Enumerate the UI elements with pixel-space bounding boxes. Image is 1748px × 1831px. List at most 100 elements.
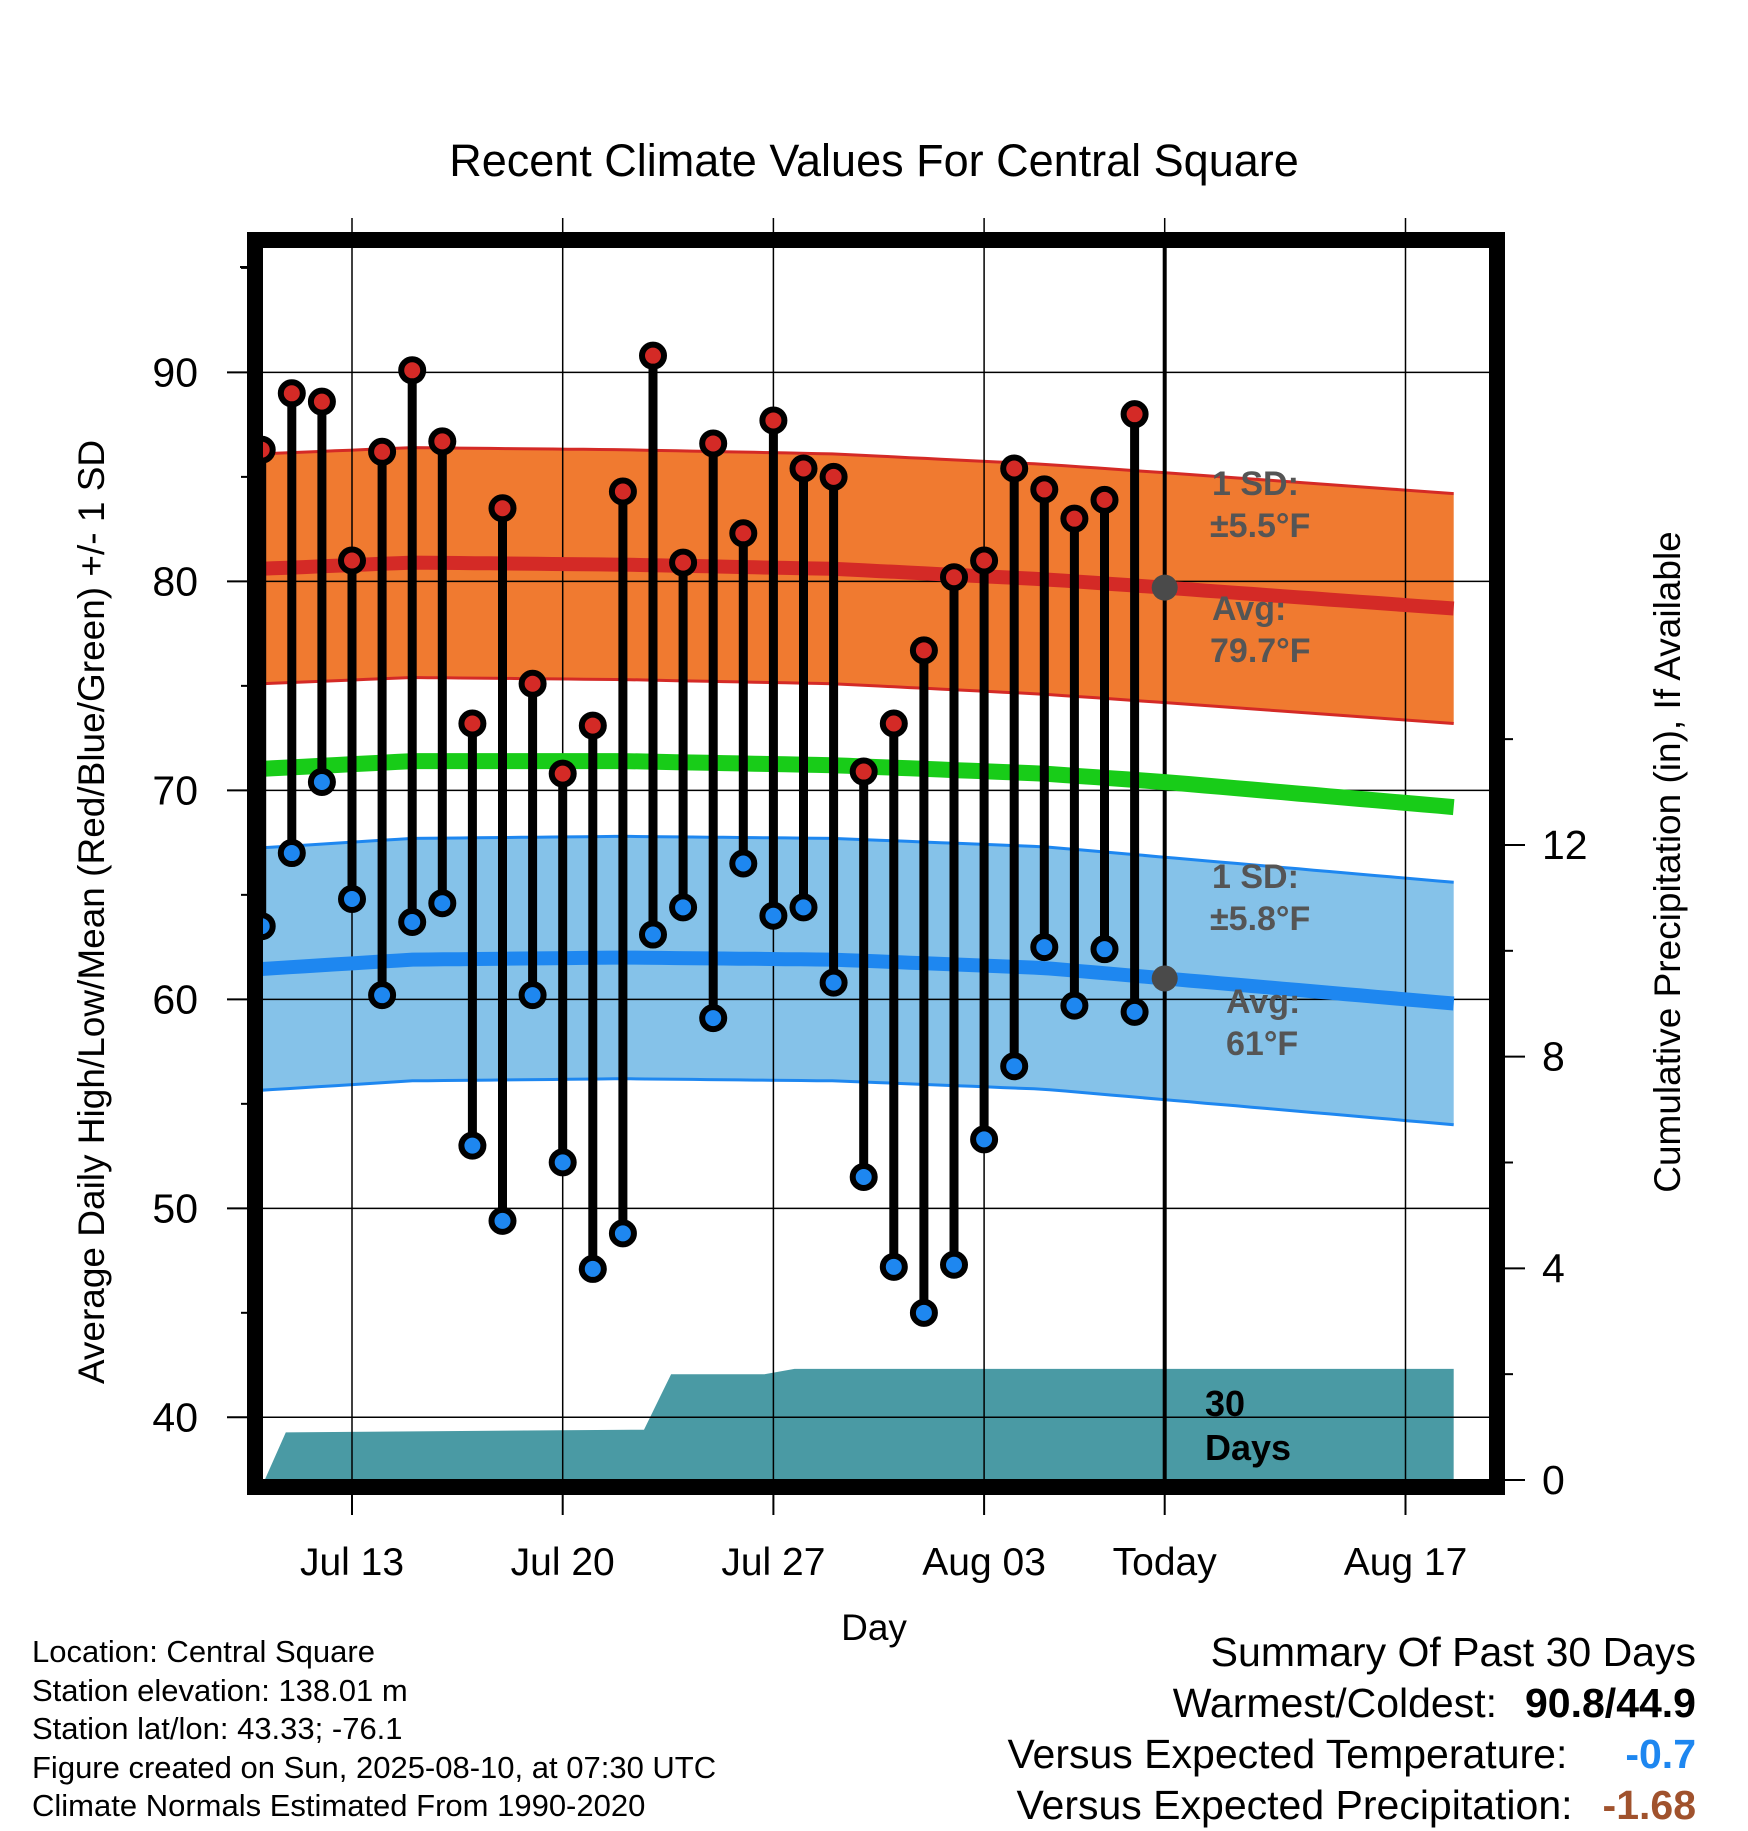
daily-high-point [909, 636, 938, 665]
daily-high-point [488, 494, 517, 523]
high-avg-label: Avg: [1212, 590, 1286, 628]
daily-high-point [729, 519, 758, 548]
high-sd-band [262, 447, 1454, 724]
daily-low-point [458, 1131, 487, 1160]
daily-low-point [548, 1148, 577, 1177]
daily-high-point [849, 757, 878, 786]
daily-low-point [819, 968, 848, 997]
daily-high-point [1090, 485, 1119, 514]
daily-high-point [578, 711, 607, 740]
temp-value: -0.7 [1625, 1731, 1696, 1777]
y-tick-label: 70 [152, 767, 198, 813]
x-tick-label: Aug 17 [1344, 1541, 1468, 1584]
x-tick-label: Jul 13 [300, 1541, 404, 1584]
y-tick-label: 40 [152, 1394, 198, 1440]
daily-low-point [759, 901, 788, 930]
daily-low-point [608, 1219, 637, 1248]
daily-low-point [428, 889, 457, 918]
y2-tick-label: 4 [1542, 1245, 1565, 1291]
location-text: Location: Central Square [32, 1634, 375, 1669]
daily-low-point [1030, 933, 1059, 962]
elevation-text: Station elevation: 138.01 m [32, 1672, 408, 1708]
low-avg-label: Avg: [1226, 983, 1300, 1021]
x-tick-label: Today [1113, 1541, 1218, 1584]
daily-high-point [789, 454, 818, 483]
daily-low-point [699, 1004, 728, 1033]
precip-label-days: Days [1205, 1427, 1291, 1468]
daily-high-point [699, 429, 728, 458]
low-avg-value: 61°F [1226, 1025, 1298, 1063]
precip-label-30: 30 [1205, 1383, 1245, 1424]
y2-axis-label: Cumulative Precipitation (in), If Availa… [1647, 531, 1688, 1193]
y-tick-label: 60 [152, 976, 198, 1022]
daily-high-point [307, 387, 336, 416]
summary-title: Summary Of Past 30 Days [1210, 1629, 1696, 1675]
daily-high-point [608, 477, 637, 506]
temp-row: Versus Expected Temperature: -0.7 [1007, 1729, 1696, 1780]
y-tick-label: 90 [152, 349, 198, 395]
daily-low-point [338, 885, 366, 914]
daily-high-point [398, 356, 427, 385]
daily-high-point [428, 427, 457, 456]
daily-low-point [639, 920, 667, 949]
daily-high-point [277, 379, 306, 408]
x-tick-label: Jul 20 [511, 1541, 615, 1584]
high-sd-upper-line [262, 446, 1454, 496]
daily-low-point [1120, 997, 1149, 1026]
y-tick-label: 80 [152, 558, 198, 604]
warmest-row: Warmest/Coldest: 90.8/44.9 [1007, 1678, 1696, 1729]
plot-area: 40 50 60 70 80 90 0 4 8 12 Jul 13 Jul 20 Jul 27 Aug 0… [152, 218, 1588, 1584]
daily-low-point [729, 849, 758, 878]
plot-frame [247, 232, 1505, 1495]
daily-high-point [1120, 400, 1149, 429]
daily-low-point [398, 908, 427, 937]
daily-low-point [277, 839, 306, 868]
plot-content [262, 247, 1490, 1480]
daily-high-point [759, 406, 788, 435]
daily-low-point [307, 767, 336, 796]
daily-high-point [970, 546, 999, 575]
station-info: Location: Central Square Station elevati… [32, 1633, 716, 1826]
daily-high-point [338, 546, 366, 575]
summary-panel: Summary Of Past 30 Days Warmest/Coldest:… [1007, 1627, 1696, 1831]
daily-high-point [669, 548, 698, 577]
warmest-label: Warmest/Coldest: [1172, 1680, 1497, 1726]
daily-high-point [548, 759, 577, 788]
daily-high-point [458, 709, 487, 738]
high-sd-value: ±5.5°F [1210, 507, 1310, 545]
precip-label: Versus Expected Precipitation: [1016, 1782, 1573, 1828]
daily-high-point [1000, 454, 1029, 483]
x-axis-label: Day [841, 1607, 907, 1648]
daily-low-point [789, 893, 818, 922]
daily-high-point [639, 341, 667, 370]
warmest-value: 90.8/44.9 [1525, 1680, 1696, 1726]
daily-low-point [488, 1206, 517, 1235]
daily-low-point [940, 1250, 968, 1279]
daily-low-point [879, 1252, 908, 1281]
daily-low-point [669, 893, 698, 922]
y-axis-label: Average Daily High/Low/Mean (Red/Blue/Gr… [71, 440, 112, 1384]
y2-tick-label: 12 [1542, 822, 1588, 868]
daily-high-point [940, 563, 968, 592]
daily-low-point [578, 1254, 607, 1283]
daily-low-point [368, 981, 397, 1010]
annotations: 1 SD: ±5.5°F Avg: 79.7°F 1 SD: ±5.8°F Av… [1205, 465, 1311, 1468]
daily-low-point [849, 1162, 878, 1191]
precip-value: -1.68 [1602, 1782, 1696, 1828]
daily-high-point [368, 437, 397, 466]
precip-row: Versus Expected Precipitation: -1.68 [1007, 1780, 1696, 1831]
chart-title: Recent Climate Values For Central Square [449, 135, 1299, 186]
daily-high-point [879, 709, 908, 738]
today-high-avg-marker [1151, 574, 1178, 601]
daily-low-point [262, 912, 276, 941]
daily-low-point [909, 1298, 938, 1327]
low-sd-value: ±5.8°F [1210, 900, 1310, 938]
y2-tick-label: 0 [1542, 1457, 1565, 1503]
x-tick-label: Aug 03 [922, 1541, 1046, 1584]
daily-high-point [1030, 475, 1059, 504]
daily-low-point [518, 981, 547, 1010]
precip-area [262, 1368, 1454, 1480]
low-sd-lower-line [262, 1077, 1454, 1127]
daily-low-point [1060, 991, 1089, 1020]
